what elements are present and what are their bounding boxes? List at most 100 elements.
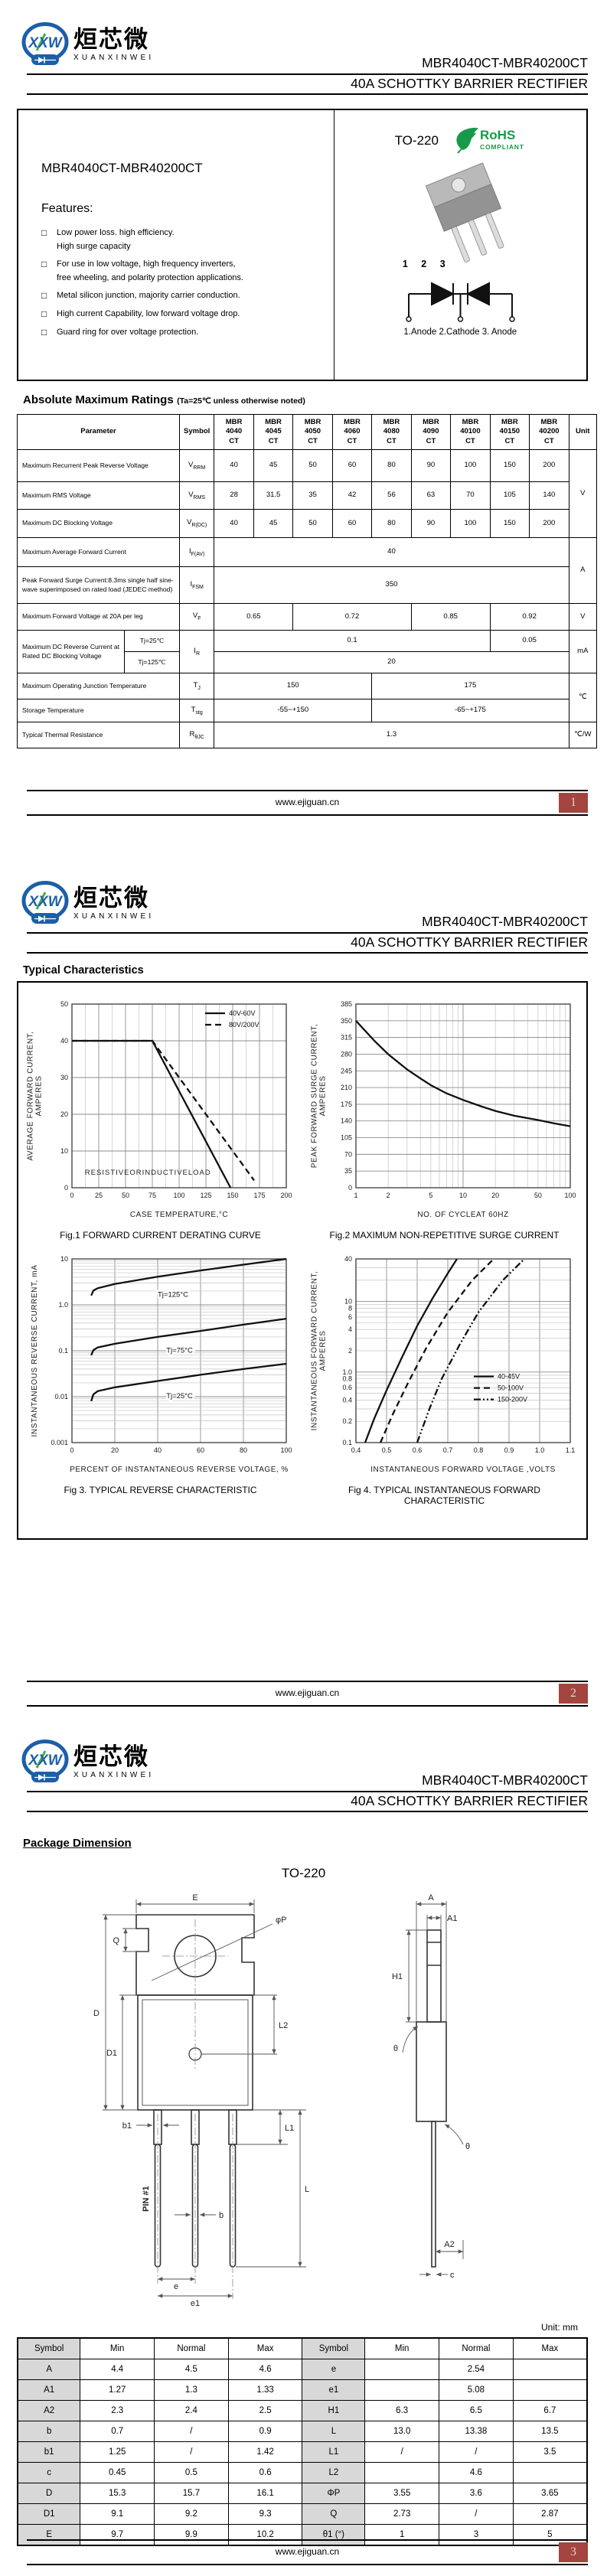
- brand-chinese: 烜芯微: [73, 885, 149, 911]
- table-cell: Peak Forward Surge Current:8.3ms single …: [17, 566, 180, 604]
- table-cell: 20: [214, 651, 569, 673]
- header-rule: [27, 93, 588, 95]
- header-rule: [27, 952, 588, 954]
- svg-text:H1: H1: [392, 1972, 403, 1981]
- table-cell: Symbol: [178, 414, 215, 450]
- logo-monogram: XXW: [28, 894, 63, 910]
- svg-text:Q: Q: [113, 1936, 119, 1945]
- table-cell: 0.92: [489, 603, 569, 631]
- table-cell: 2.54: [439, 2359, 514, 2380]
- table-cell: D1: [17, 2503, 81, 2525]
- table-cell: /: [439, 2503, 514, 2525]
- table-row: b1 1.25/1.42 L1//3.5: [17, 2441, 588, 2463]
- table-cell: 56: [371, 481, 412, 510]
- page-footer: www.ejiguan.cn 3: [27, 2539, 588, 2565]
- table-row: Maximum Average Forward Current IF(AV) 40 A: [17, 537, 598, 604]
- svg-text:50: 50: [121, 1192, 129, 1199]
- svg-text:PERCENT OF INSTANTANEOUS REVER: PERCENT OF INSTANTANEOUS REVERSE VOLTAGE…: [70, 1466, 289, 1474]
- table-cell: Min: [80, 2337, 155, 2359]
- svg-text:350: 350: [340, 1017, 351, 1025]
- svg-text:245: 245: [340, 1067, 351, 1074]
- svg-text:35: 35: [344, 1167, 351, 1175]
- table-cell: 35: [292, 481, 333, 510]
- svg-text:Tj=25°C: Tj=25°C: [166, 1392, 193, 1400]
- table-cell: MBR 4080 CT: [371, 414, 412, 450]
- svg-text:AVERAGE FORWARD CURRENT,AMPERE: AVERAGE FORWARD CURRENT,AMPERES: [26, 1031, 43, 1160]
- table-cell: RθJC: [178, 722, 215, 748]
- table-cell: Maximum Operating Junction Temperature: [17, 673, 180, 699]
- table-cell: 60: [331, 509, 373, 538]
- figure-3: 0 20 40 60 80 100 0.001 0.01 0.1 1.0 10 PERCENT OF …: [18, 1241, 302, 1506]
- table-cell: L1: [302, 2441, 366, 2463]
- table-cell: -55~+150: [214, 699, 373, 722]
- figure-4-caption: Fig 4. TYPICAL INSTANTANEOUS FORWARD CHA…: [348, 1485, 540, 1506]
- svg-text:1.1: 1.1: [565, 1446, 575, 1454]
- table-cell: ℃/W: [568, 722, 598, 748]
- table-cell: /: [364, 2441, 440, 2463]
- table-cell: VR(DC): [178, 509, 215, 538]
- svg-text:Tj=125°C: Tj=125°C: [158, 1290, 188, 1299]
- ratings-note: (Ta=25℃ unless otherwise noted): [177, 396, 305, 406]
- figure-3-caption: Fig 3. TYPICAL REVERSE CHARACTERISTIC: [64, 1485, 257, 1495]
- table-cell: [512, 2359, 588, 2380]
- table-cell: A1: [17, 2379, 81, 2401]
- page-3: XXW 烜芯微 XUANXINWEI MBR4040CT-MBR40200CT …: [0, 1717, 607, 2576]
- table-row: Peak Forward Surge Current:8.3ms single …: [17, 566, 597, 604]
- table-cell: 100: [450, 509, 491, 538]
- logo-mark-icon: XXW: [21, 881, 69, 924]
- svg-text:A: A: [428, 1893, 434, 1903]
- page-footer: www.ejiguan.cn 1: [27, 790, 588, 816]
- characteristics-box: 0 25 50 75 100 125 150 175 200 0 10 20 30 40 50 CASE TE…: [17, 981, 588, 1540]
- table-cell: 1: [364, 2524, 440, 2546]
- svg-text:105: 105: [340, 1134, 351, 1142]
- svg-text:0.4: 0.4: [342, 1396, 352, 1404]
- table-cell: Max: [227, 2337, 303, 2359]
- feature-item: Low power loss. high efficiency. High su…: [41, 226, 326, 253]
- rohs-logo-icon: RoHS COMPLIANT: [456, 127, 524, 154]
- svg-text:0.6: 0.6: [412, 1446, 422, 1454]
- svg-text:40V-60V: 40V-60V: [229, 1009, 256, 1017]
- table-cell: MBR 40150 CT: [489, 414, 530, 450]
- header-subtitle: 40A SCHOTTKY BARRIER RECTIFIER: [351, 76, 588, 91]
- svg-text:6: 6: [348, 1313, 351, 1321]
- table-row: D1 9.1 9.2 9.3 Q 2.73/2.87: [17, 2503, 588, 2525]
- table-cell: D: [17, 2483, 81, 2504]
- svg-text:1.0: 1.0: [58, 1301, 68, 1309]
- rohs-title: RoHS: [480, 128, 515, 142]
- table-cell: 0.6: [227, 2462, 303, 2483]
- table-cell: 42: [331, 481, 373, 510]
- table-cell: 150: [489, 449, 530, 482]
- table-cell: 4.5: [154, 2359, 229, 2380]
- svg-text:10: 10: [60, 1147, 67, 1155]
- table-cell: 0.7: [80, 2421, 155, 2442]
- table-cell: MBR 40100 CT: [450, 414, 491, 450]
- table-cell: 350: [214, 566, 569, 604]
- figure-chart: 0 25 50 75 100 125 150 175 200 0 10 20 30 40 50 CASE TE…: [26, 1000, 292, 1219]
- table-cell: 80: [371, 449, 412, 482]
- svg-text:c: c: [450, 2271, 455, 2280]
- svg-text:1.0: 1.0: [342, 1368, 352, 1376]
- table-row: Maximum DC Blocking Voltage VR(DC) 40 45 50 6…: [17, 509, 597, 538]
- svg-text:e1: e1: [191, 2299, 200, 2308]
- table-cell: e: [302, 2359, 366, 2380]
- svg-text:Tj=75°C: Tj=75°C: [166, 1347, 193, 1355]
- brand-text: 烜芯微 XUANXINWEI: [73, 27, 154, 70]
- svg-text:INSTANTANEOUS FORWARD VOLTAGE: INSTANTANEOUS FORWARD VOLTAGE ,VOLTS: [370, 1466, 556, 1474]
- svg-text:b: b: [219, 2211, 224, 2220]
- svg-text:D: D: [93, 2009, 100, 2018]
- table-cell: 3.65: [512, 2483, 588, 2504]
- table-cell: 0.72: [292, 603, 412, 631]
- table-cell: IFSM: [178, 566, 215, 604]
- table-cell: 3.6: [439, 2483, 514, 2504]
- section-title: Typical Characteristics: [23, 964, 144, 977]
- table-cell: 4.6: [439, 2462, 514, 2483]
- header-part-number: MBR4040CT-MBR40200CT: [422, 914, 588, 929]
- svg-text:60: 60: [196, 1446, 204, 1454]
- svg-text:10: 10: [344, 1298, 351, 1306]
- svg-text:100: 100: [173, 1192, 184, 1199]
- table-cell: Tj=25℃: [124, 630, 180, 652]
- svg-text:10: 10: [60, 1255, 67, 1263]
- table-row: b 0.7/0.9 L 13.0 13.38 13.5: [17, 2421, 588, 2442]
- header-subtitle: 40A SCHOTTKY BARRIER RECTIFIER: [351, 934, 588, 950]
- table-cell: b1: [17, 2441, 81, 2463]
